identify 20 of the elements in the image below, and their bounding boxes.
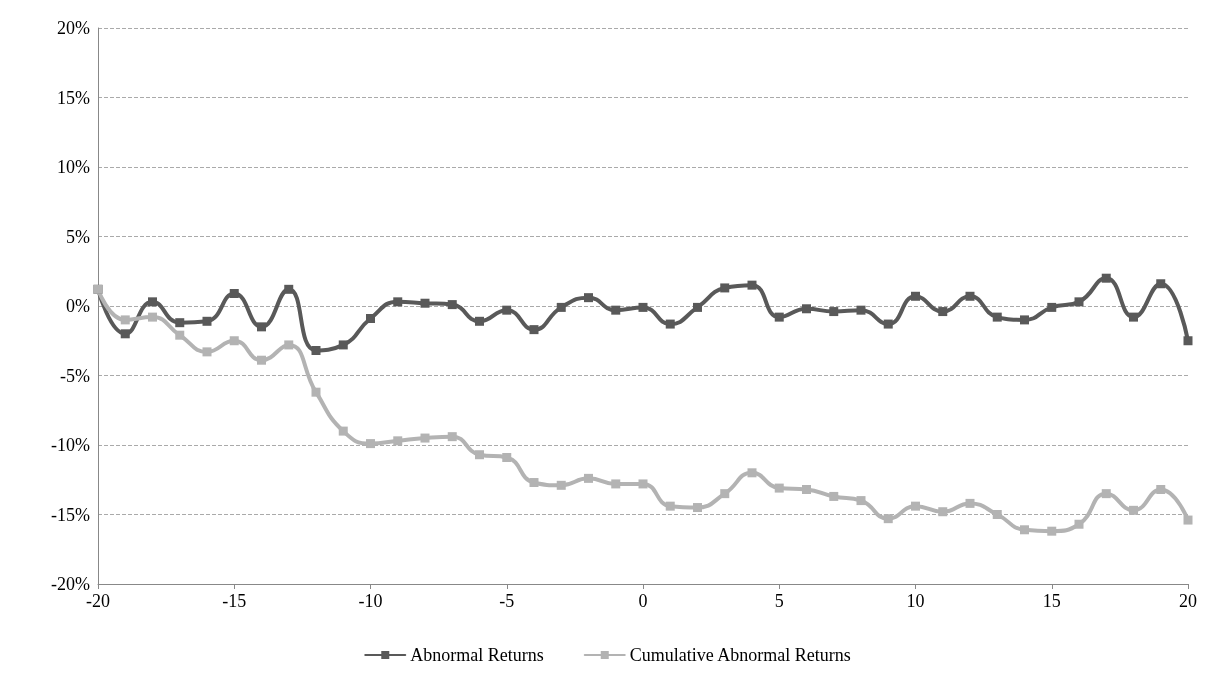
- x-tick-label: -15: [222, 591, 247, 611]
- y-tick-label: 5%: [66, 226, 90, 247]
- x-tick-label: 0: [638, 591, 648, 611]
- x-tick-label: -5: [499, 591, 515, 611]
- y-tick-label: -15%: [51, 504, 90, 525]
- legend-label: Cumulative Abnormal Returns: [629, 645, 851, 665]
- legend-label: Abnormal Returns: [410, 645, 544, 665]
- y-tick-label: 20%: [57, 18, 90, 38]
- y-tick-label: -20%: [51, 574, 90, 594]
- y-tick-label: -5%: [60, 365, 90, 386]
- y-tick-label: 15%: [57, 87, 90, 108]
- x-tick-label: 20: [1179, 591, 1197, 611]
- x-tick-label: 5: [774, 591, 784, 611]
- y-tick-label: 0%: [66, 296, 90, 316]
- x-tick-label: 15: [1042, 591, 1061, 611]
- x-tick-label: 10: [906, 591, 925, 611]
- x-tick-label: -10: [358, 591, 383, 611]
- x-tick-label: -20: [86, 591, 110, 611]
- y-tick-label: -10%: [51, 435, 90, 455]
- y-tick-label: 10%: [57, 157, 90, 177]
